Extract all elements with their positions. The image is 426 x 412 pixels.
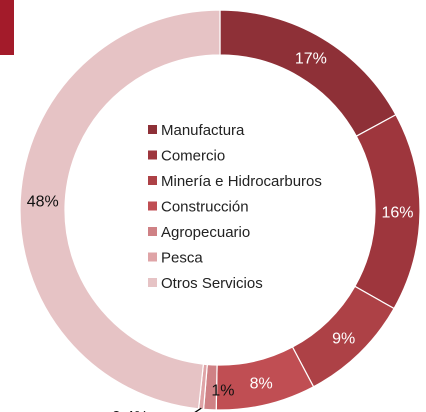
leader-line-pesca xyxy=(194,407,202,412)
legend-swatch-construccion xyxy=(148,201,157,211)
slice-manufactura xyxy=(219,9,397,138)
legend-label-agropecuario: Agropecuario xyxy=(161,224,250,241)
legend-swatch-otros-servicios xyxy=(148,278,157,287)
legend-swatch-pesca xyxy=(148,252,157,262)
legend-label-construccion: Construcción xyxy=(161,199,249,216)
legend-swatch-manufactura xyxy=(148,125,157,134)
legend-label-pesca: Pesca xyxy=(161,250,203,267)
value-label-pesca: 0.4% xyxy=(112,409,148,412)
slice-otros-servicios xyxy=(19,9,221,410)
value-label-construccion: 8% xyxy=(250,376,273,393)
value-label-agropecuario: 1% xyxy=(211,382,234,399)
accent-bar xyxy=(0,0,14,55)
legend-label-comercio: Comercio xyxy=(161,148,225,165)
legend-label-otros-servicios: Otros Servicios xyxy=(161,275,263,292)
legend-label-mineria-e-hidrocarburos: Minería e Hidrocarburos xyxy=(161,173,322,190)
legend-swatch-agropecuario xyxy=(148,227,157,236)
legend-swatch-comercio xyxy=(148,150,157,160)
legend-swatch-mineria-e-hidrocarburos xyxy=(148,176,157,185)
value-label-mineria-e-hidrocarburos: 9% xyxy=(332,330,355,347)
value-label-otros-servicios: 48% xyxy=(27,193,59,210)
value-label-comercio: 16% xyxy=(381,205,413,222)
value-label-manufactura: 17% xyxy=(295,51,327,68)
legend-label-manufactura: Manufactura xyxy=(161,122,245,139)
